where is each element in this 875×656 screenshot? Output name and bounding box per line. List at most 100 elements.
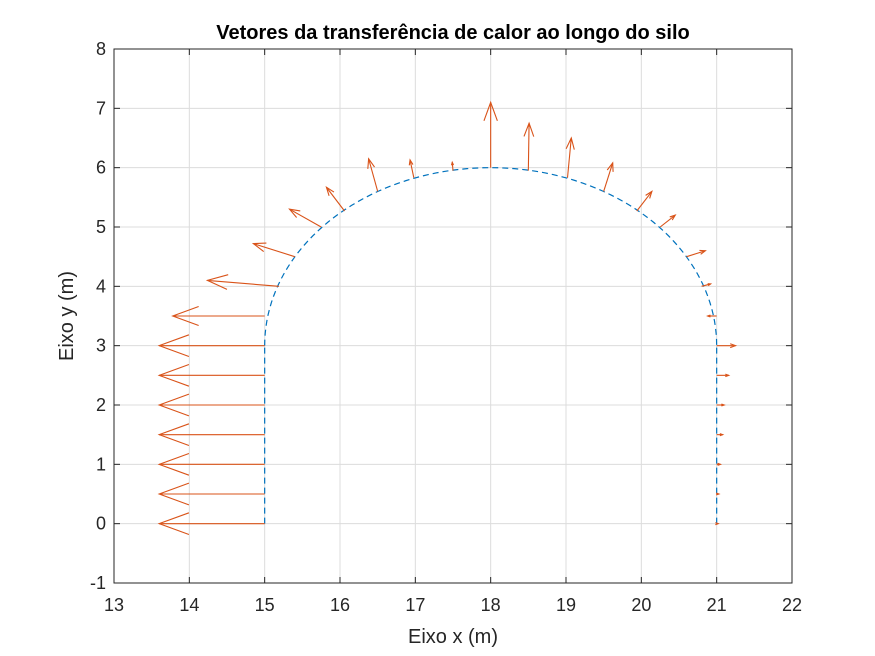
vector-arrowhead — [157, 393, 190, 417]
vector-arrowhead — [157, 452, 190, 476]
heat-vector — [157, 423, 265, 447]
heat-vector — [636, 190, 653, 212]
axes-box — [113, 48, 793, 584]
vector-shaft — [326, 186, 345, 212]
heat-vector — [523, 121, 535, 171]
heat-vector — [659, 214, 677, 228]
heat-vector — [716, 373, 731, 378]
vector-arrowhead — [157, 512, 190, 536]
heat-vector — [715, 492, 721, 496]
heat-vector — [716, 433, 725, 437]
vector-shaft — [409, 159, 415, 178]
x-tick-label: 17 — [405, 595, 425, 615]
vector-shaft — [686, 250, 706, 258]
heat-vector — [157, 512, 265, 536]
heat-vector — [706, 314, 717, 318]
vector-shaft — [603, 162, 614, 192]
y-tick-label: 6 — [96, 158, 106, 178]
vector-shaft — [253, 243, 295, 258]
heat-vector — [603, 161, 614, 192]
vector-shaft — [527, 123, 530, 171]
vector-arrowhead — [715, 522, 720, 526]
x-tick-label: 21 — [707, 595, 727, 615]
vector-arrowhead — [699, 249, 707, 255]
y-tick-label: 3 — [96, 336, 106, 356]
heat-vector — [408, 158, 415, 178]
heat-vector — [205, 274, 280, 290]
heat-vector — [157, 482, 265, 506]
vector-arrowhead — [205, 274, 229, 290]
vector-arrowhead — [707, 283, 713, 287]
chart-title: Vetores da transferência de calor ao lon… — [216, 22, 689, 44]
vector-shaft — [566, 137, 572, 178]
vector-arrowhead — [669, 214, 677, 221]
x-tick-label: 19 — [556, 595, 576, 615]
heat-vector — [715, 522, 720, 526]
vector-arrowhead — [717, 462, 723, 466]
vector-arrowhead — [725, 373, 731, 378]
vector-arrowhead — [523, 121, 535, 137]
x-axis-label: Eixo x (m) — [408, 626, 498, 648]
heat-vector — [716, 462, 723, 466]
vector-arrowhead — [367, 157, 375, 169]
x-tick-label: 22 — [782, 595, 802, 615]
heat-vector — [157, 452, 265, 476]
vector-arrowhead — [721, 403, 726, 407]
heat-vector — [686, 249, 707, 258]
y-tick-label: 1 — [96, 454, 106, 474]
vector-shaft — [289, 208, 322, 228]
x-tick-label: 18 — [481, 595, 501, 615]
heat-vector — [251, 242, 295, 258]
vector-arrowhead — [715, 492, 721, 496]
vector-arrowhead — [157, 482, 190, 506]
y-tick-label: -1 — [90, 573, 106, 593]
vector-arrowhead — [483, 100, 498, 121]
heat-vectors — [157, 100, 738, 536]
vector-arrowhead — [730, 343, 738, 349]
x-tick-label: 14 — [179, 595, 199, 615]
silo-outline — [264, 167, 718, 524]
vector-shaft — [207, 279, 280, 287]
vector-arrowhead — [251, 242, 267, 252]
heat-vector — [157, 363, 265, 387]
heat-vector — [325, 185, 345, 212]
y-tick-label: 0 — [96, 514, 106, 534]
x-tick-label: 15 — [255, 595, 275, 615]
x-tick-label: 20 — [631, 595, 651, 615]
vector-arrowhead — [288, 208, 301, 218]
heat-vector — [483, 100, 498, 168]
y-tick-label: 8 — [96, 39, 106, 59]
vector-arrowhead — [645, 190, 653, 199]
y-tick-label: 2 — [96, 395, 106, 415]
vector-arrowhead — [606, 161, 614, 172]
vector-arrowhead — [565, 136, 575, 150]
vector-arrowhead — [706, 314, 711, 318]
heat-vector — [450, 160, 455, 171]
vector-arrowhead — [719, 433, 725, 437]
x-tick-label: 16 — [330, 595, 350, 615]
heat-vector — [171, 306, 265, 326]
y-tick-label: 5 — [96, 217, 106, 237]
vector-arrowhead — [408, 158, 414, 166]
vector-arrowhead — [157, 334, 190, 358]
vector-arrowhead — [157, 363, 190, 387]
vector-shaft — [368, 158, 379, 192]
heat-vector — [565, 136, 575, 178]
ticks: 13 14 15 16 17 18 19 20 21 22 -1 0 1 2 3 4 5 6 7 8 — [90, 39, 802, 615]
y-tick-label: 4 — [96, 276, 106, 296]
silo-dome — [264, 167, 718, 346]
vector-arrowhead — [171, 306, 199, 326]
heat-vector — [288, 208, 322, 228]
vector-arrowhead — [450, 160, 455, 166]
heat-vector — [701, 283, 713, 287]
vector-shaft — [659, 214, 676, 228]
heat-vector — [716, 343, 738, 349]
x-tick-label: 13 — [104, 595, 124, 615]
vector-arrowhead — [325, 185, 335, 196]
heat-vector — [367, 157, 379, 192]
y-tick-label: 7 — [96, 98, 106, 118]
y-axis-label: Eixo y (m) — [56, 271, 78, 361]
heat-vector — [157, 334, 265, 358]
heat-vector — [716, 403, 726, 407]
